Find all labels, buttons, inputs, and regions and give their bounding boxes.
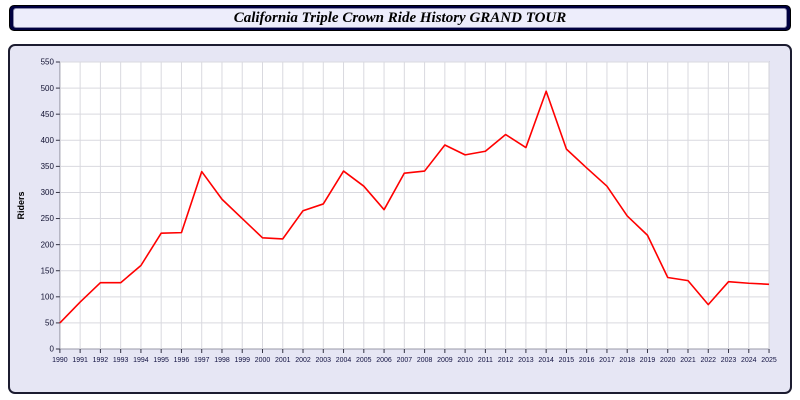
x-tick-label: 2023: [721, 357, 737, 364]
y-tick-label: 250: [41, 214, 55, 223]
y-tick-label: 450: [41, 110, 55, 119]
x-tick-label: 2007: [397, 357, 413, 364]
y-tick-label: 550: [41, 58, 55, 67]
x-tick-label: 2014: [538, 357, 554, 364]
y-tick-label: 350: [41, 162, 55, 171]
x-tick-label: 2017: [599, 357, 615, 364]
x-tick-label: 1992: [93, 357, 109, 364]
y-tick-label: 500: [41, 84, 55, 93]
x-tick-label: 2001: [275, 357, 291, 364]
y-tick-label: 0: [49, 345, 54, 354]
series-line-riders: [59, 90, 770, 324]
x-tick-label: 2009: [437, 357, 453, 364]
x-tick-label: 2005: [356, 357, 372, 364]
chart-panel: 0 50 100 150 200 250 300 350 400 450 500 550 1990 199…: [8, 44, 792, 394]
x-tick-label: 2020: [660, 357, 676, 364]
x-tick-label: 2002: [295, 357, 311, 364]
x-tick-label: 1993: [113, 357, 129, 364]
x-tick-label: 2021: [680, 357, 696, 364]
x-tick-label: 1995: [153, 357, 169, 364]
y-axis-label: Riders: [16, 192, 26, 220]
x-tick-label: 1999: [234, 357, 250, 364]
x-tick-label: 2008: [417, 357, 433, 364]
y-tick-label: 200: [41, 240, 55, 249]
x-tick-label: 2018: [619, 357, 635, 364]
x-tick-label: 2011: [478, 357, 493, 364]
y-tick-label: 100: [41, 293, 55, 302]
x-tick-label: 2006: [376, 357, 392, 364]
chart-title-box: California Triple Crown Ride History GRA…: [13, 8, 787, 28]
x-tick-label: 2013: [518, 357, 534, 364]
x-tick-label: 2000: [255, 357, 271, 364]
x-tick-label: 2003: [316, 357, 332, 364]
x-tick-label: 1997: [194, 357, 210, 364]
x-tick-label: 2016: [579, 357, 595, 364]
y-tick-label: 50: [45, 319, 54, 328]
x-tick-label: 2025: [761, 357, 777, 364]
x-tick-label: 2024: [741, 357, 757, 364]
page-title: California Triple Crown Ride History GRA…: [233, 9, 567, 26]
plot-area: [59, 61, 770, 350]
x-tick-label: 2004: [336, 357, 352, 364]
x-tick-label: 2022: [700, 357, 716, 364]
x-tick-label: 1994: [133, 357, 149, 364]
y-tick-label: 400: [41, 136, 55, 145]
riders-line-chart: 0 50 100 150 200 250 300 350 400 450 500 550 1990 199…: [16, 58, 777, 364]
x-tick-label: 2012: [498, 357, 514, 364]
x-tick-label: 2019: [640, 357, 656, 364]
x-tick-label: 1990: [52, 357, 68, 364]
x-tick-label: 2015: [559, 357, 575, 364]
x-tick-label: 1998: [214, 357, 230, 364]
x-tick-label: 2010: [457, 357, 473, 364]
chart-title-bar: California Triple Crown Ride History GRA…: [9, 5, 791, 31]
y-tick-label: 150: [41, 266, 55, 275]
x-tick-label: 1996: [174, 357, 190, 364]
y-tick-label: 300: [41, 188, 55, 197]
x-tick-label: 1991: [72, 357, 88, 364]
